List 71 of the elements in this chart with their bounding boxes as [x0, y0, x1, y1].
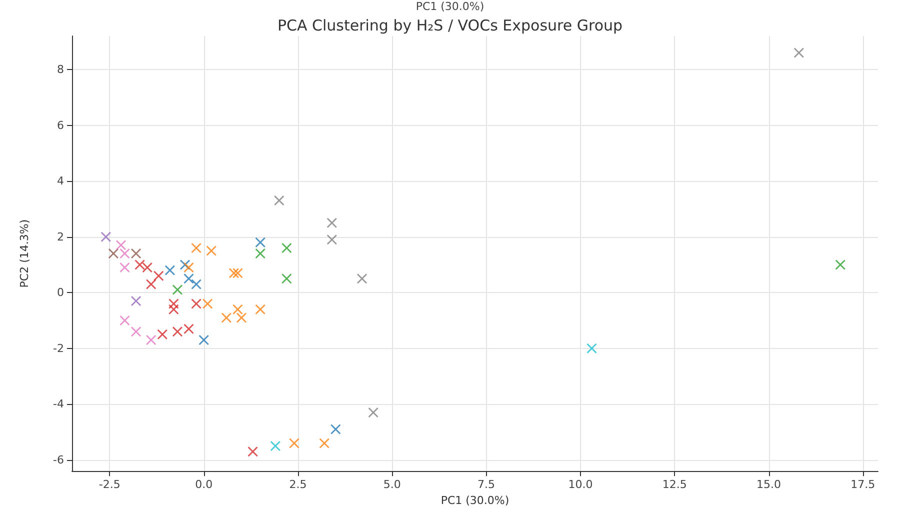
x-tick-label: 10.0 [568, 478, 593, 492]
point [164, 265, 175, 276]
point [282, 274, 292, 284]
point [274, 196, 284, 206]
x-tick-label: 17.5 [850, 478, 876, 492]
x-tick-label: 7.5 [478, 478, 496, 492]
y-tick-label: 6 [57, 118, 64, 132]
point [131, 248, 142, 259]
point [184, 324, 194, 334]
point [146, 335, 156, 346]
y-axis-title: PC2 (14.3%) [18, 219, 31, 288]
y-tick-label: 8 [57, 62, 64, 76]
point [330, 424, 341, 434]
point [282, 242, 292, 253]
point [835, 260, 846, 270]
point [255, 248, 266, 259]
point [255, 304, 266, 314]
x-tick-label: 0.0 [195, 478, 213, 492]
point [168, 304, 179, 314]
point [191, 298, 202, 309]
point [319, 438, 330, 448]
point [172, 326, 182, 337]
point [236, 312, 246, 323]
point [270, 441, 280, 451]
x-tick-label: 15.0 [756, 478, 782, 492]
point [232, 304, 243, 314]
point [198, 335, 209, 346]
point [172, 284, 182, 295]
y-tick-label: 2 [57, 230, 64, 244]
point [116, 240, 126, 250]
point [326, 234, 337, 245]
x-tick-label: 2.5 [289, 478, 307, 492]
point [146, 279, 156, 290]
point [154, 270, 164, 281]
y-tick-label: -4 [53, 398, 64, 411]
y-tick-label: -6 [53, 453, 64, 466]
point [191, 279, 202, 290]
point [368, 408, 378, 418]
point [289, 438, 300, 448]
point [357, 274, 368, 284]
point [326, 218, 337, 228]
point [202, 298, 213, 309]
point [184, 274, 194, 284]
point [134, 260, 145, 270]
y-tick-label: -2 [53, 342, 64, 355]
y-tick-label: 4 [57, 174, 64, 188]
x-tick-label: 5.0 [383, 478, 401, 492]
point [142, 262, 152, 272]
point [248, 446, 258, 457]
point [157, 329, 168, 340]
point [131, 326, 142, 337]
point [255, 237, 266, 248]
point [228, 268, 239, 278]
point [108, 248, 118, 259]
x-tick-label: -2.5 [98, 478, 120, 492]
point [120, 262, 130, 272]
point [794, 48, 804, 58]
point [100, 232, 111, 242]
text: PC1 (30.0%) [416, 0, 484, 13]
point [120, 315, 130, 326]
y-tick-label: 0 [57, 286, 64, 300]
point [221, 312, 232, 323]
point [184, 262, 194, 272]
point [120, 248, 130, 259]
x-tick-label: 12.5 [662, 478, 687, 492]
point [206, 246, 216, 256]
point [586, 343, 597, 354]
x-axis-title: PC1 (30.0%) [440, 494, 510, 507]
point [191, 242, 202, 253]
chart-title: PCA Clustering by H₂S / VOCs Exposure Group [277, 16, 623, 34]
point [131, 296, 142, 306]
